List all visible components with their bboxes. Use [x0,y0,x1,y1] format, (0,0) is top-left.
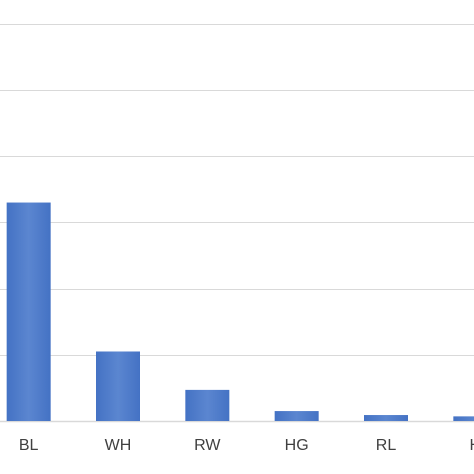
x-tick-label: RL [376,437,397,454]
gridlines [0,24,474,423]
bar-rl [364,415,408,421]
x-tick-label: BL [19,437,39,454]
bar-wh [96,351,140,421]
x-tick-labels: BL WH RW HG RL H [19,437,474,454]
bar-hg [274,411,319,421]
bar-rw [185,389,230,421]
bar-h [453,416,474,421]
x-tick-label: HG [285,437,309,454]
bars [6,202,474,421]
x-tick-label: WH [105,437,132,454]
x-tick-label: RW [194,437,221,454]
bar-bl [6,202,51,421]
x-tick-label: H [470,437,474,454]
